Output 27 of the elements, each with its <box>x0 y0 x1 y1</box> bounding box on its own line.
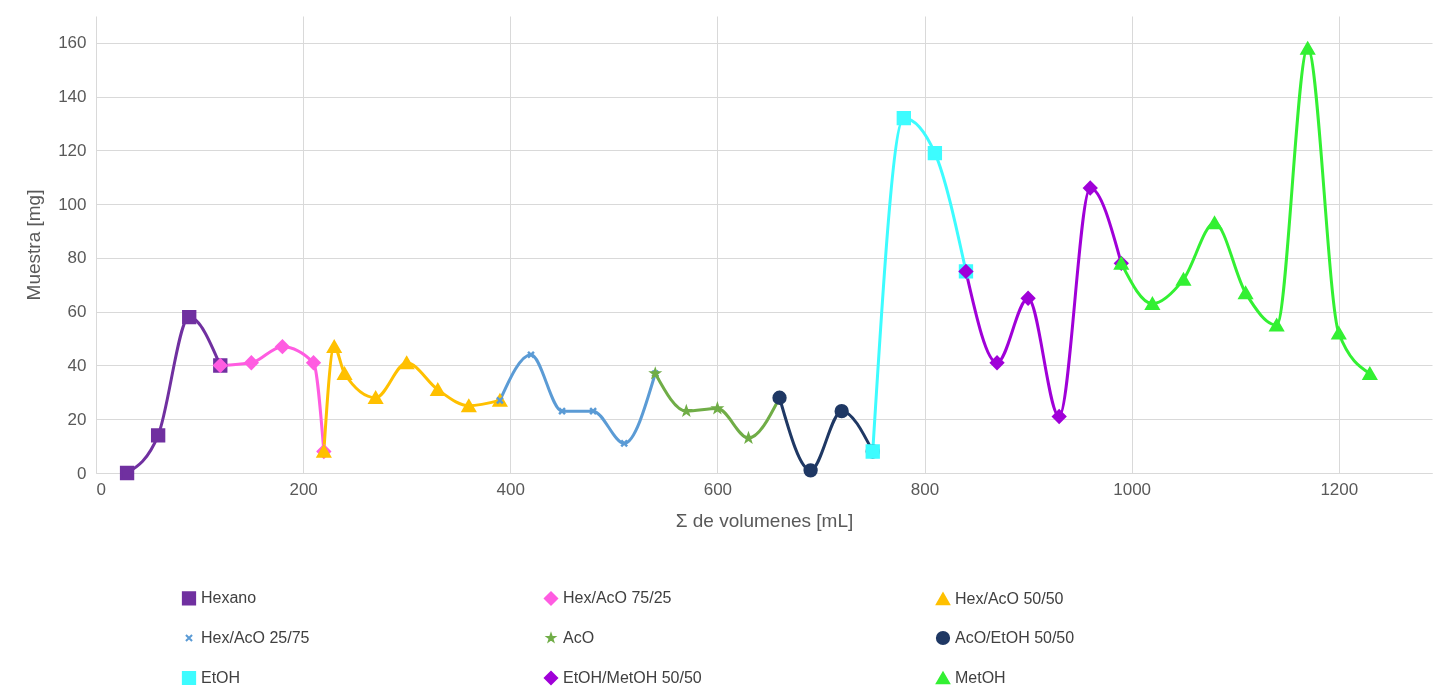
legend-label: Hex/AcO 50/50 <box>955 589 1064 607</box>
x-tick-label: 200 <box>289 479 318 499</box>
x-tick-label: 1000 <box>1113 479 1152 499</box>
legend-label: AcO/EtOH 50/50 <box>955 629 1075 646</box>
y-tick-label: 80 <box>67 248 87 268</box>
legend-label: Hex/AcO 75/25 <box>563 589 672 607</box>
y-tick-label: 140 <box>58 87 87 107</box>
legend-label: AcO <box>563 629 595 646</box>
x-tick-label: 0 <box>96 479 106 499</box>
x-tick-label: 800 <box>910 479 940 499</box>
y-tick-label: 20 <box>67 409 87 429</box>
y-tick-label: 120 <box>58 140 87 160</box>
legend-label: EtOH/MetOH 50/50 <box>563 669 702 686</box>
y-tick-label: 60 <box>67 302 87 322</box>
legend-label: Hex/AcO 25/75 <box>201 629 310 646</box>
legend-label: Hexano <box>201 589 257 607</box>
x-tick-label: 400 <box>496 479 525 499</box>
y-tick-label: 0 <box>77 463 87 483</box>
y-tick-label: 40 <box>67 355 87 375</box>
y-tick-label: 160 <box>58 33 87 53</box>
x-tick-label: 600 <box>703 479 733 499</box>
x-axis-title: Σ de volumenes [mL] <box>675 509 854 531</box>
y-tick-label: 100 <box>58 194 87 214</box>
x-tick-label: 1200 <box>1320 479 1359 499</box>
legend-label: MetOH <box>955 669 1006 686</box>
y-axis-title: Muestra [mg] <box>23 189 45 301</box>
legend-label: EtOH <box>201 669 241 686</box>
